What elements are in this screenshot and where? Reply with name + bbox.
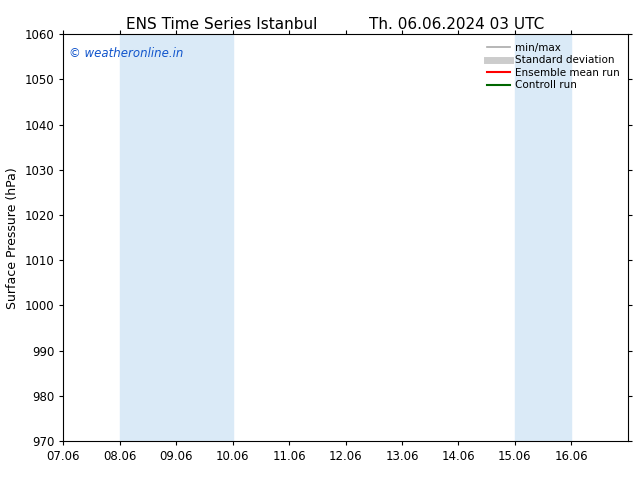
Text: ENS Time Series Istanbul: ENS Time Series Istanbul xyxy=(126,17,318,32)
Y-axis label: Surface Pressure (hPa): Surface Pressure (hPa) xyxy=(6,167,19,309)
Legend: min/max, Standard deviation, Ensemble mean run, Controll run: min/max, Standard deviation, Ensemble me… xyxy=(484,40,623,94)
Bar xyxy=(515,34,571,441)
Text: © weatheronline.in: © weatheronline.in xyxy=(69,47,183,59)
Bar xyxy=(120,34,233,441)
Text: Th. 06.06.2024 03 UTC: Th. 06.06.2024 03 UTC xyxy=(369,17,544,32)
